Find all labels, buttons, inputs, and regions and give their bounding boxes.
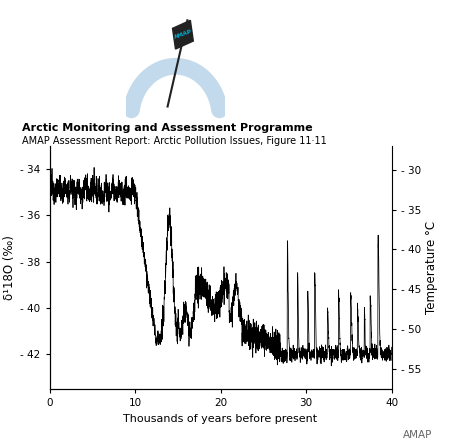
Y-axis label: δ¹18O (‰): δ¹18O (‰) xyxy=(3,235,16,300)
Polygon shape xyxy=(172,20,194,49)
Text: AMAP Assessment Report: Arctic Pollution Issues, Figure 11·11: AMAP Assessment Report: Arctic Pollution… xyxy=(22,136,327,146)
Text: AMAP: AMAP xyxy=(174,29,193,40)
Y-axis label: Temperature °C: Temperature °C xyxy=(425,221,438,314)
X-axis label: Thousands of years before present: Thousands of years before present xyxy=(123,414,318,423)
Text: AMAP: AMAP xyxy=(403,430,432,440)
Text: Arctic Monitoring and Assessment Programme: Arctic Monitoring and Assessment Program… xyxy=(22,122,313,133)
